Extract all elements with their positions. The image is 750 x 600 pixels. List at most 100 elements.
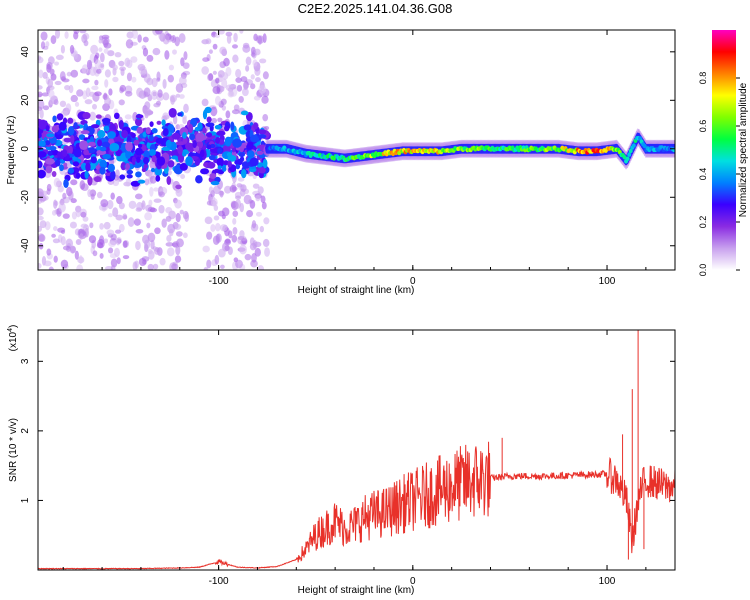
spectrogram-noise-cell <box>183 51 188 61</box>
spectrogram-noise-cell <box>221 207 230 217</box>
spectrogram-noise-cell <box>92 103 97 110</box>
spectrogram-noise-cell <box>185 142 194 151</box>
spectrogram-noise-cell <box>82 216 89 222</box>
spectrogram-noise-cell <box>195 175 203 184</box>
spectrogram-noise-cell <box>79 140 89 151</box>
spectrogram-y-axis-label: Frequency (Hz) <box>6 116 17 185</box>
spectrogram-noise-cell <box>264 247 270 257</box>
spectrogram-noise-cell <box>60 259 69 269</box>
spectrogram-noise-cell <box>184 212 190 223</box>
spectrogram-noise-cell <box>58 200 65 205</box>
spectrogram-noise-cell <box>90 156 97 164</box>
spectrogram-noise-cell <box>55 54 64 61</box>
spectrogram-noise-cell <box>119 66 126 72</box>
spectrogram-noise-cell <box>208 49 213 54</box>
spectrogram-noise-cell <box>99 159 108 169</box>
spectrogram-noise-cell <box>241 87 249 97</box>
spectrogram-noise-cell <box>82 112 91 120</box>
spectrogram-noise-cell <box>135 114 144 119</box>
spectrogram-noise-cell <box>258 167 266 174</box>
spectrogram-noise-cell <box>239 202 244 213</box>
spectrogram-noise-cell <box>179 162 188 171</box>
snr-x-tick-label: 100 <box>599 576 616 587</box>
spectrogram-noise-cell <box>125 149 131 159</box>
spectrogram-noise-cell <box>261 201 267 210</box>
colorbar-tick-label: 0.4 <box>698 168 708 181</box>
spectrogram-noise-cell <box>175 187 183 197</box>
spectrogram-y-tick-label: -20 <box>20 190 31 205</box>
spectrogram-noise-cell <box>210 224 216 232</box>
spectrogram-noise-cell <box>259 58 267 64</box>
spectrogram-noise-cell <box>215 77 220 84</box>
spectrogram-noise-cell <box>219 224 228 232</box>
spectrogram-noise-cell <box>45 165 53 174</box>
spectrogram-noise-cell <box>59 71 66 82</box>
spectrogram-noise-cell <box>69 221 77 229</box>
colorbar: 0.0 0.2 0.4 0.6 0.8 Normalized spectral ampl… <box>698 30 749 276</box>
spectrogram-noise-cell <box>183 103 189 114</box>
spectrogram-noise-cell <box>38 140 46 147</box>
snr-scale-exponent: 4 <box>7 328 14 332</box>
spectrogram-noise-cell <box>103 238 109 244</box>
spectrogram-noise-cell <box>171 242 179 248</box>
spectrogram-noise-cell <box>175 212 181 223</box>
spectrogram-noise-cell <box>118 202 125 210</box>
spectrogram-noise-cell <box>150 90 159 100</box>
spectrogram-noise-cell <box>257 35 263 45</box>
spectrogram-noise-cell <box>182 137 188 144</box>
spectrogram-noise-cell <box>182 62 190 70</box>
spectrogram-noise-cell <box>179 209 184 215</box>
spectrogram-noise-cell <box>217 117 223 123</box>
spectrogram-noise-cell <box>90 193 95 200</box>
spectrogram-noise-cell <box>219 46 227 55</box>
spectrogram-noise-cell <box>252 240 258 249</box>
spectrogram-noise-cell <box>243 124 252 131</box>
colorbar-tick-label: 0.0 <box>698 264 708 277</box>
spectrogram-noise-cell <box>46 133 55 138</box>
spectrogram-noise-cell <box>215 136 220 144</box>
spectrogram-noise-cell <box>96 191 103 199</box>
spectrogram-noise-cell <box>174 199 182 209</box>
spectrogram-noise-cell <box>247 152 254 157</box>
spectrogram-noise-cell <box>250 83 256 90</box>
spectrogram-noise-cell <box>261 95 269 104</box>
spectrogram-noise-cell <box>131 156 137 166</box>
spectrogram-noise-cell <box>94 79 99 86</box>
spectrogram-noise-cell <box>38 85 43 90</box>
spectrogram-noise-cell <box>68 190 74 201</box>
spectrogram-cells <box>38 30 675 270</box>
spectrogram-noise-cell <box>125 141 133 152</box>
spectrogram-noise-cell <box>80 223 88 229</box>
spectrogram-noise-cell <box>103 221 111 230</box>
spectrogram-noise-cell <box>172 49 177 55</box>
spectrogram-noise-cell <box>135 207 143 212</box>
spectrogram-noise-cell <box>134 147 143 156</box>
spectrogram-noise-cell <box>161 119 166 127</box>
spectrogram-noise-cell <box>41 92 50 97</box>
spectrogram-noise-cell <box>162 78 167 89</box>
spectrogram-noise-cell <box>151 77 158 88</box>
spectrogram-noise-cell <box>57 185 64 193</box>
spectrogram-noise-cell <box>143 73 151 83</box>
spectrogram-noise-cell <box>165 207 173 214</box>
spectrogram-noise-cell <box>87 189 92 198</box>
spectrogram-noise-cell <box>131 132 136 139</box>
spectrogram-noise-cell <box>171 263 179 270</box>
spectrogram-noise-cell <box>262 71 269 80</box>
spectrogram-noise-cell <box>38 99 45 110</box>
spectrogram-noise-cell <box>149 121 154 127</box>
spectrogram-noise-cell <box>107 163 115 173</box>
spectrogram-noise-cell <box>97 238 105 249</box>
spectrogram-noise-cell <box>182 132 187 139</box>
spectrogram-noise-cell <box>65 103 72 113</box>
spectrogram-noise-cell <box>202 127 207 134</box>
spectrogram-noise-cell <box>168 64 175 71</box>
spectrogram-x-tick-label: 0 <box>410 276 416 287</box>
spectrogram-noise-cell <box>202 57 210 62</box>
spectrogram-noise-cell <box>70 134 75 145</box>
spectrogram-noise-cell <box>232 217 237 225</box>
spectrogram-noise-cell <box>138 257 147 267</box>
spectrogram-noise-cell <box>222 145 231 154</box>
spectrogram-noise-cell <box>252 183 260 189</box>
spectrogram-frame <box>37 29 676 271</box>
